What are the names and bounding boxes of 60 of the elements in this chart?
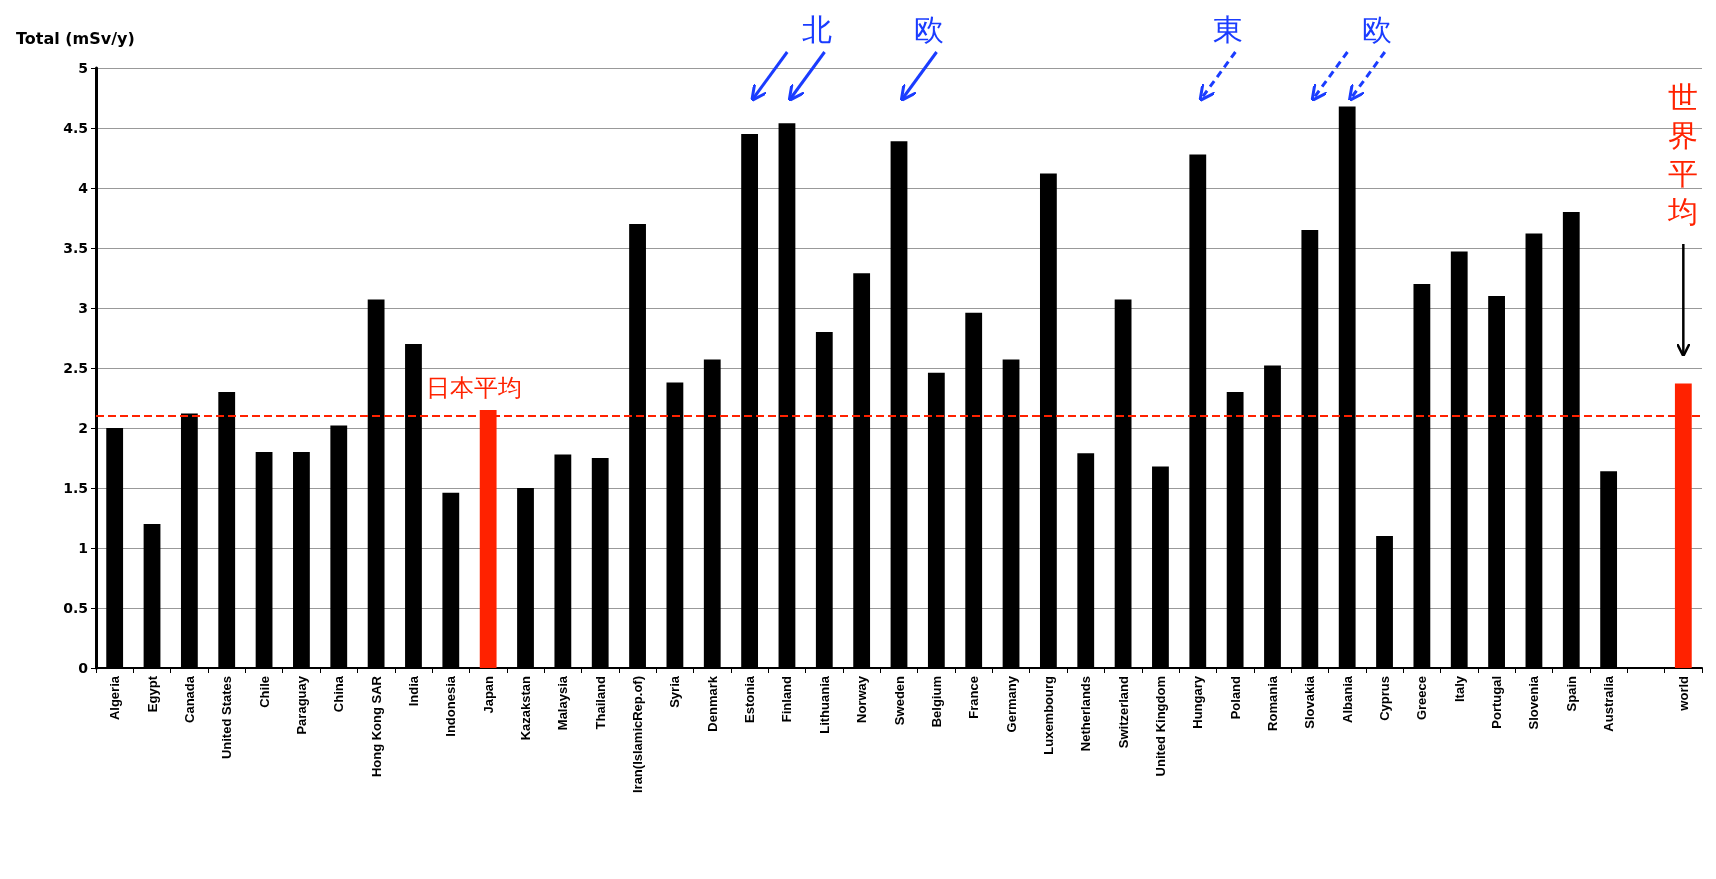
x-tick-label: Chile xyxy=(256,676,272,708)
ref-line-label: 日本平均 xyxy=(426,374,522,402)
x-tick-label: Luxembourg xyxy=(1040,675,1056,755)
x-tick-label: France xyxy=(966,676,982,719)
x-tick-label: United Kingdom xyxy=(1152,676,1168,777)
y-axis-title: Total (mSv/y) xyxy=(16,28,135,48)
x-tick-label: Switzerland xyxy=(1115,675,1131,749)
x-tick-label: Belgium xyxy=(928,676,944,728)
x-tick-label: Indonesia xyxy=(443,675,459,737)
x-tick-label: Poland xyxy=(1227,675,1243,720)
x-tick-label: Netherlands xyxy=(1078,676,1094,752)
x-tick-label: Finland xyxy=(779,675,795,723)
x-tick-label: Syria xyxy=(667,675,683,708)
text: 欧 xyxy=(1362,12,1393,47)
x-tick-label: Kazakstan xyxy=(518,675,534,741)
text: 欧 xyxy=(913,12,944,47)
x-tick-label: Romania xyxy=(1264,675,1280,731)
x-tick-label: Lithuania xyxy=(816,675,832,734)
y-tick-label: 4 xyxy=(78,180,89,196)
x-tick-label: world xyxy=(1675,675,1691,712)
y-tick-label: 3.5 xyxy=(63,240,88,256)
x-tick-label: China xyxy=(331,675,347,713)
x-tick-label: Portugal xyxy=(1489,676,1505,729)
x-tick-label: Egypt xyxy=(144,675,160,713)
text: 東 xyxy=(1212,12,1243,47)
x-tick-label: Sweden xyxy=(891,675,907,726)
y-tick-label: 0 xyxy=(78,660,89,676)
y-tick-label: 1 xyxy=(78,540,88,556)
x-tick-label: Denmark xyxy=(704,675,720,732)
y-tick-label: 1.5 xyxy=(63,480,88,496)
text: 北 xyxy=(801,12,832,47)
y-tick-label: 2 xyxy=(78,420,88,436)
x-tick-label: United States xyxy=(219,676,235,760)
x-tick-label: Cyprus xyxy=(1377,676,1393,721)
y-tick-label: 3 xyxy=(78,300,88,316)
x-tick-label: Greece xyxy=(1414,676,1430,721)
x-tick-label: Italy xyxy=(1451,675,1467,703)
x-tick-label: Germany xyxy=(1003,675,1019,733)
annotation: 世界平均 xyxy=(1667,80,1699,229)
x-tick-label: India xyxy=(405,675,421,707)
y-tick-label: 2.5 xyxy=(63,360,88,376)
x-tick-label: Malaysia xyxy=(555,675,571,731)
y-tick-label: 4.5 xyxy=(63,120,88,136)
y-tick-label: 5 xyxy=(78,60,88,76)
x-tick-label: Albania xyxy=(1339,675,1355,723)
x-tick-label: Algeria xyxy=(107,675,123,721)
x-tick-label: Slovenia xyxy=(1526,675,1542,730)
x-tick-label: Japan xyxy=(480,675,496,714)
x-tick-label: Paraguay xyxy=(293,675,309,735)
x-tick-label: Australia xyxy=(1601,675,1617,732)
x-tick-label: Canada xyxy=(181,675,197,723)
x-tick-label: Estonia xyxy=(742,675,758,723)
x-tick-label: Hong Kong SAR xyxy=(368,675,384,778)
y-tick-label: 0.5 xyxy=(63,600,88,616)
x-tick-label: Hungary xyxy=(1190,675,1206,729)
x-tick-label: Slovakia xyxy=(1302,675,1318,729)
x-tick-label: Thailand xyxy=(592,675,608,730)
x-tick-label: Norway xyxy=(854,675,870,723)
x-tick-label: Spain xyxy=(1563,675,1579,712)
x-tick-label: Iran(IslamicRep.of) xyxy=(630,676,646,794)
